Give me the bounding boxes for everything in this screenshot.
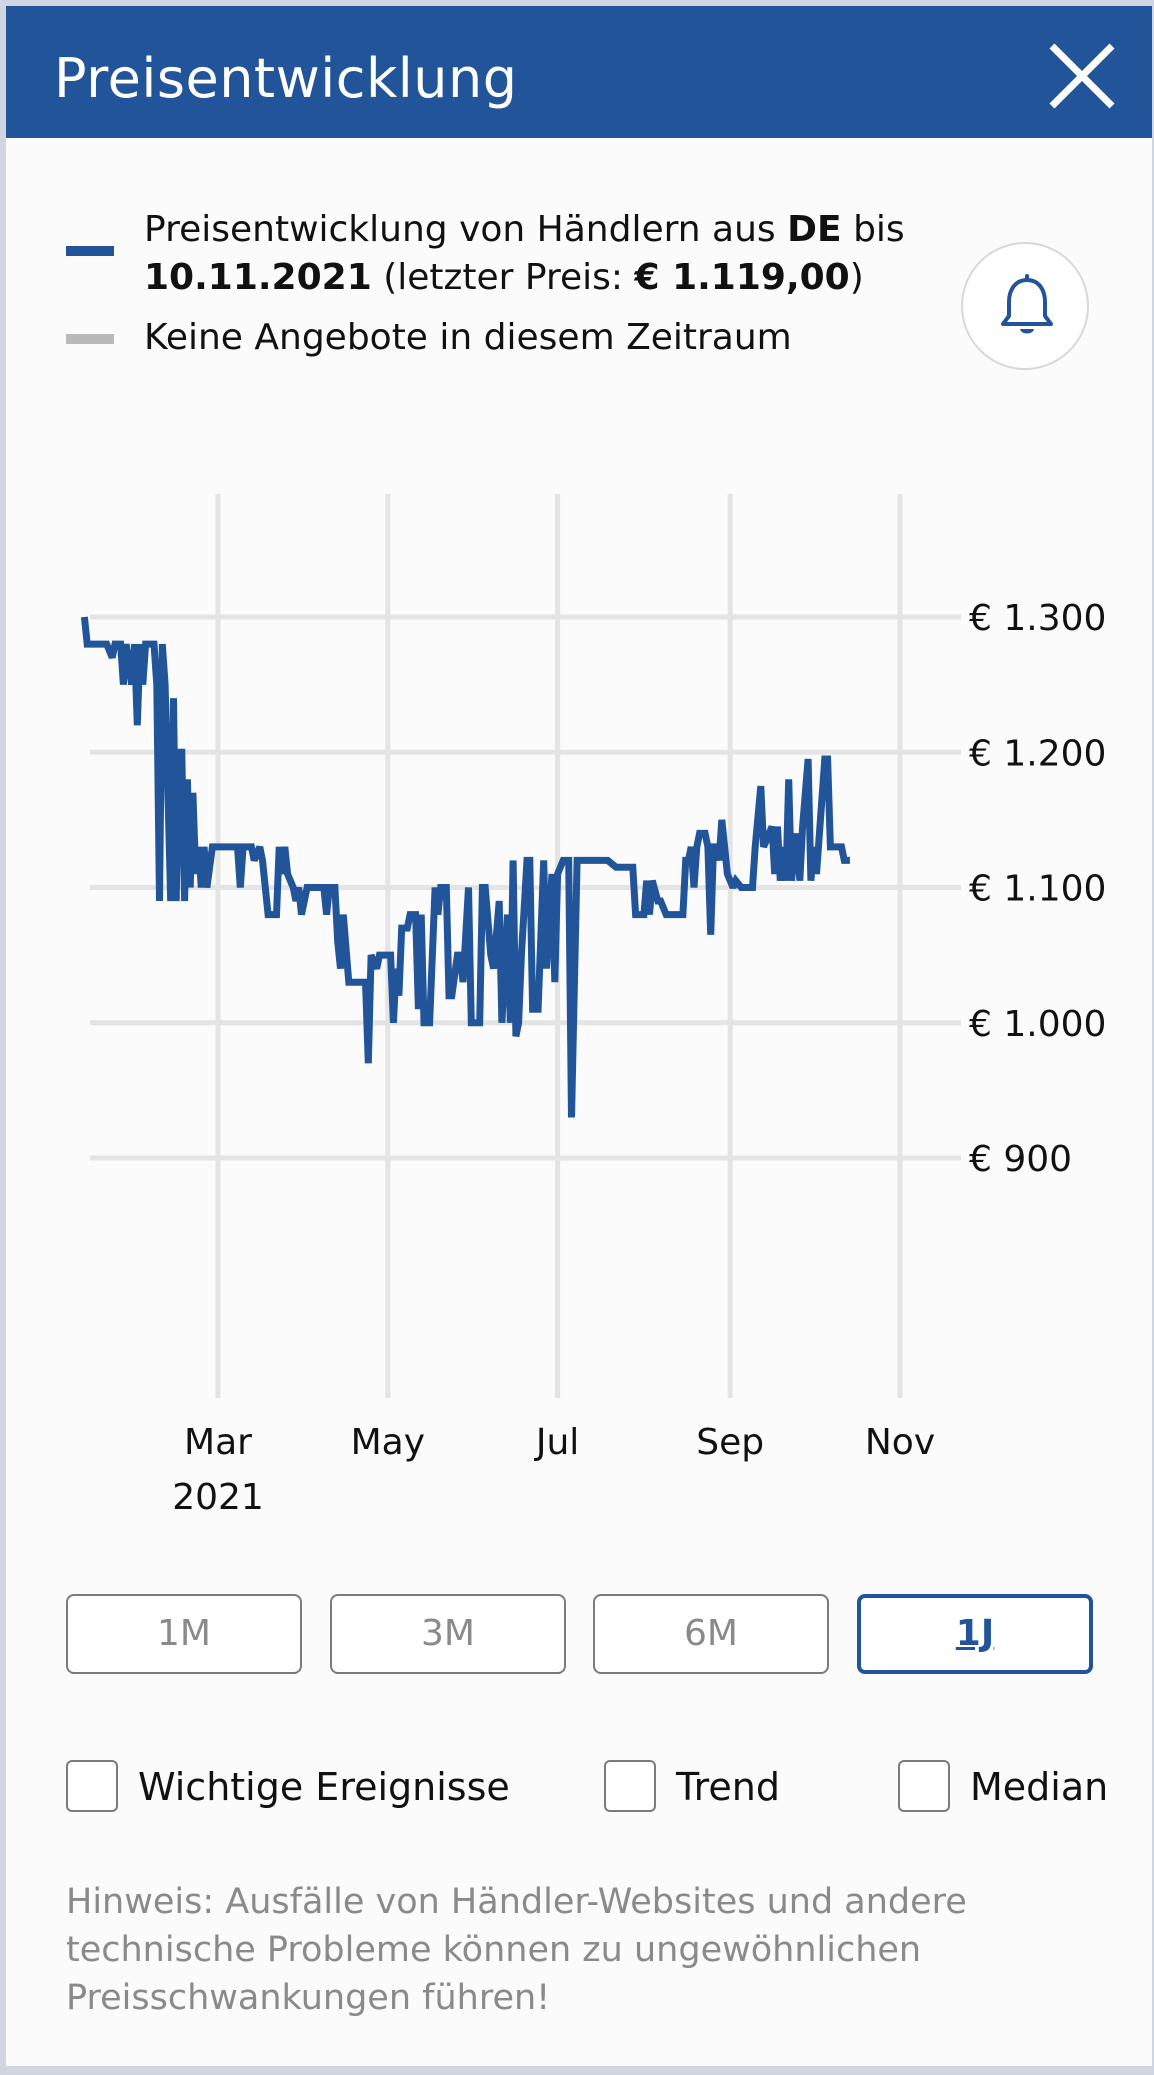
legend-text: ) (849, 257, 864, 298)
y-tick-label: € 1.200 (969, 733, 1106, 774)
range-button-1j[interactable]: 1J (857, 1594, 1093, 1674)
y-tick-label: € 1.000 (969, 1004, 1106, 1045)
y-tick-label: € 1.100 (969, 869, 1106, 910)
legend-date: 10.11.2021 (144, 257, 372, 298)
price-alert-button[interactable] (961, 242, 1089, 370)
dialog-title: Preisentwicklung (54, 47, 518, 110)
legend-price-swatch (66, 246, 114, 256)
range-button-6m[interactable]: 6M (593, 1594, 829, 1674)
dialog-header: Preisentwicklung (6, 6, 1152, 138)
x-tick-label: Nov (865, 1422, 935, 1463)
legend-text: (letzter Preis: (371, 257, 635, 298)
legend-no-offers-text: Keine Angebote in diesem Zeitraum (144, 317, 792, 358)
chart-options: Wichtige Ereignisse Trend Median (66, 1758, 1108, 1818)
time-range-selector: 1M 3M 6M 1J (66, 1594, 1102, 1678)
x-tick-label: Jul (534, 1422, 579, 1463)
price-history-dialog: Preisentwicklung Preisentwicklung von Hä… (6, 6, 1152, 2066)
median-checkbox[interactable]: Median (898, 1758, 1108, 1818)
x-tick-label: Mar (184, 1422, 252, 1463)
disclaimer-note: Hinweis: Ausfälle von Händler-Websites u… (66, 1882, 967, 2018)
legend-text: bis (841, 209, 905, 250)
y-tick-label: € 900 (969, 1139, 1072, 1180)
chart-legend: Preisentwicklung von Händlern aus DE bis… (66, 206, 926, 362)
checkbox-box[interactable] (66, 1760, 118, 1812)
important-events-checkbox[interactable]: Wichtige Ereignisse (66, 1758, 510, 1818)
checkbox-box[interactable] (604, 1760, 656, 1812)
price-line (80, 616, 850, 1118)
x-tick-sublabel: 2021 (172, 1477, 264, 1518)
legend-text: Preisentwicklung von Händlern aus (144, 209, 788, 250)
legend-no-offers-entry: Keine Angebote in diesem Zeitraum (66, 314, 926, 362)
y-tick-label: € 1.300 (969, 598, 1106, 639)
checkbox-label: Median (970, 1765, 1109, 1809)
price-chart: € 1.300 € 1.200 € 1.100 € 1.000 € 900 Mar 2021… (80, 494, 1106, 1518)
legend-no-offers-swatch (66, 334, 114, 344)
trend-checkbox[interactable]: Trend (604, 1758, 784, 1818)
x-tick-label: May (351, 1422, 425, 1463)
checkbox-label: Wichtige Ereignisse (138, 1765, 510, 1809)
close-button[interactable] (1042, 36, 1122, 116)
checkbox-label: Trend (676, 1765, 780, 1809)
legend-country: DE (787, 209, 842, 250)
x-tick-label: Sep (696, 1422, 764, 1463)
bell-icon (1001, 274, 1053, 334)
range-button-3m[interactable]: 3M (330, 1594, 566, 1674)
range-button-1m[interactable]: 1M (66, 1594, 302, 1674)
legend-price-entry: Preisentwicklung von Händlern aus DE bis… (66, 206, 926, 302)
checkbox-box[interactable] (898, 1760, 950, 1812)
close-icon (1049, 43, 1115, 109)
legend-last-price: € 1.119,00 (634, 257, 850, 298)
